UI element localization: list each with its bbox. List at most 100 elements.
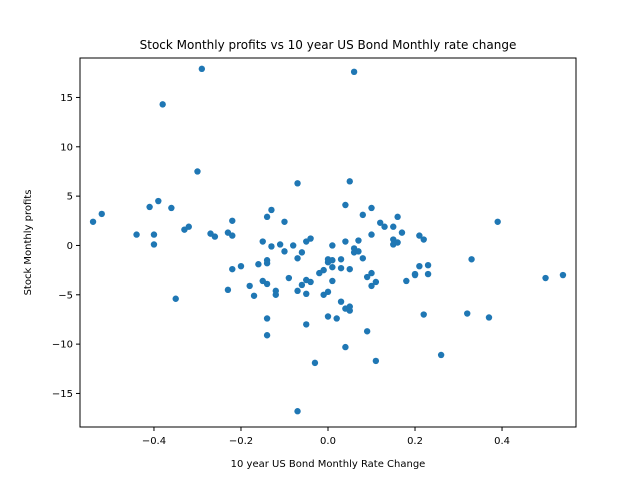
data-point	[272, 291, 279, 298]
y-axis-label: Stock Monthly profits	[23, 190, 34, 296]
data-point	[298, 249, 306, 256]
data-point	[150, 241, 158, 248]
data-point	[333, 315, 340, 322]
data-point	[350, 68, 358, 76]
data-point	[194, 168, 201, 175]
data-point	[298, 281, 306, 289]
data-point	[89, 218, 97, 225]
y-tick-label: 5	[67, 192, 73, 203]
data-point	[368, 204, 375, 212]
data-point	[237, 262, 245, 270]
data-point	[559, 271, 567, 279]
data-point	[303, 321, 310, 328]
data-point	[307, 235, 314, 242]
x-tick-label: 0.0	[320, 436, 336, 447]
data-point	[424, 270, 432, 278]
data-point	[342, 201, 349, 209]
data-point	[311, 359, 319, 367]
data-point	[403, 277, 410, 285]
data-point	[390, 223, 397, 230]
data-point	[359, 255, 367, 262]
data-point	[464, 310, 471, 317]
x-axis-label: 10 year US Bond Monthly Rate Change	[231, 459, 426, 470]
data-point	[394, 239, 401, 246]
y-tick-label: 10	[60, 142, 73, 153]
data-point	[420, 236, 427, 243]
y-tick-label: −10	[52, 340, 73, 351]
data-point	[294, 255, 301, 262]
data-point	[468, 256, 475, 263]
data-point	[155, 197, 162, 205]
data-point	[150, 231, 158, 238]
data-point	[246, 282, 253, 290]
data-point	[329, 277, 336, 285]
data-point	[263, 332, 271, 339]
data-point	[146, 203, 153, 211]
data-point	[363, 328, 371, 335]
data-point	[346, 178, 353, 185]
data-point	[263, 315, 271, 322]
data-point	[294, 180, 301, 187]
data-point	[424, 261, 432, 269]
data-point	[355, 248, 362, 255]
data-point	[185, 223, 192, 230]
data-point	[420, 311, 427, 318]
y-tick-label: 15	[60, 93, 73, 104]
data-point	[320, 266, 327, 274]
data-point	[324, 313, 332, 320]
data-point	[542, 274, 549, 282]
data-point	[363, 273, 371, 281]
data-point	[294, 287, 301, 295]
data-point	[359, 211, 367, 219]
data-point	[133, 231, 140, 238]
data-point	[307, 278, 314, 286]
data-point	[294, 408, 301, 415]
data-point	[229, 217, 236, 224]
data-point	[494, 218, 501, 225]
data-point	[268, 206, 275, 214]
data-point	[250, 292, 258, 299]
x-axis: −0.4 −0.2 0.0 0.2 0.4	[142, 427, 510, 447]
data-point	[281, 218, 288, 225]
data-point	[411, 271, 419, 279]
data-point	[285, 274, 293, 282]
data-point	[485, 314, 493, 321]
data-point	[289, 242, 297, 249]
data-point	[342, 343, 349, 351]
data-point	[324, 288, 332, 296]
data-point	[346, 265, 353, 273]
data-point	[263, 260, 271, 267]
data-point	[229, 265, 236, 273]
data-point	[329, 242, 336, 249]
data-point	[377, 219, 384, 226]
data-point	[381, 223, 388, 230]
data-point	[276, 241, 284, 248]
chart-title: Stock Monthly profits vs 10 year US Bond…	[140, 38, 517, 52]
data-point	[255, 261, 262, 268]
data-point	[337, 256, 345, 263]
x-tick-label: −0.2	[229, 436, 253, 447]
data-point	[263, 280, 271, 288]
y-axis: −15 −10 −5 0 5 10 15	[52, 93, 80, 400]
data-point	[337, 298, 345, 305]
data-point	[159, 101, 166, 108]
data-points	[89, 65, 567, 415]
data-point	[229, 232, 236, 239]
x-tick-label: −0.4	[142, 436, 166, 447]
data-point	[337, 264, 345, 272]
data-point	[372, 357, 380, 365]
x-tick-label: 0.2	[407, 436, 423, 447]
data-point	[329, 257, 336, 264]
y-tick-label: −5	[58, 290, 73, 301]
data-point	[342, 238, 349, 245]
data-point	[346, 307, 353, 314]
data-point	[437, 351, 445, 359]
data-point	[168, 204, 175, 212]
data-point	[259, 238, 266, 245]
data-point	[416, 262, 423, 270]
data-point	[268, 243, 275, 250]
data-point	[416, 232, 423, 239]
data-point	[211, 233, 219, 240]
